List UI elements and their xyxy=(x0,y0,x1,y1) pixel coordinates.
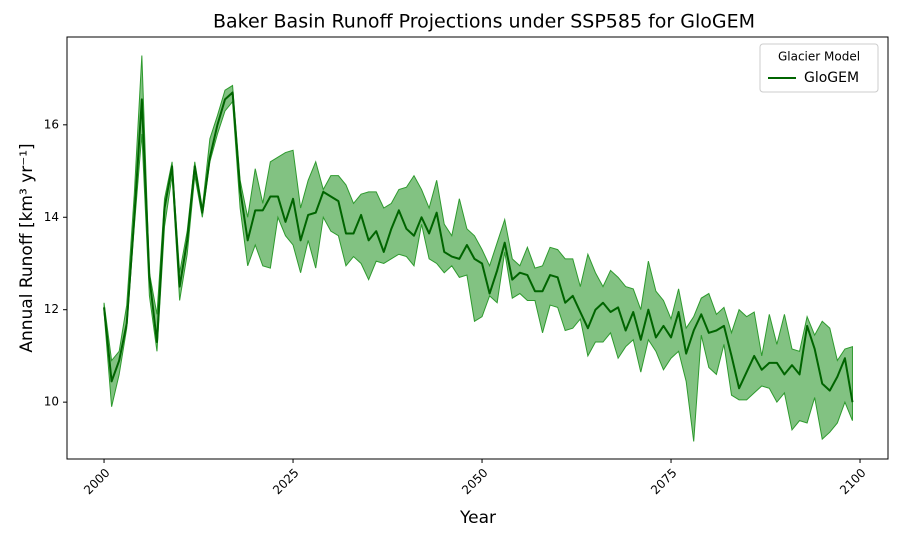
x-tick-label: 2025 xyxy=(270,466,301,497)
y-axis-label: Annual Runoff [km³ yr⁻¹] xyxy=(17,143,37,352)
legend: Glacier Model GloGEM xyxy=(759,43,879,93)
chart-title: Baker Basin Runoff Projections under SSP… xyxy=(213,11,755,33)
uncertainty-band xyxy=(103,55,853,442)
line xyxy=(103,91,854,403)
x-tick-label: 2075 xyxy=(648,466,679,497)
x-tick-label: 2100 xyxy=(837,466,868,497)
legend-label: GloGEM xyxy=(804,70,859,86)
x-axis-label: Year xyxy=(459,508,496,528)
plot-frame xyxy=(66,36,889,460)
legend-title: Glacier Model xyxy=(778,50,860,64)
y-tick-label: 12 xyxy=(44,302,59,316)
y-tick-label: 16 xyxy=(44,117,59,131)
y-tick-label: 14 xyxy=(44,210,59,224)
x-tick-label: 2000 xyxy=(81,466,112,497)
legend-box xyxy=(759,43,879,93)
x-tick-label: 2050 xyxy=(459,466,490,497)
y-tick-label: 10 xyxy=(44,395,59,409)
